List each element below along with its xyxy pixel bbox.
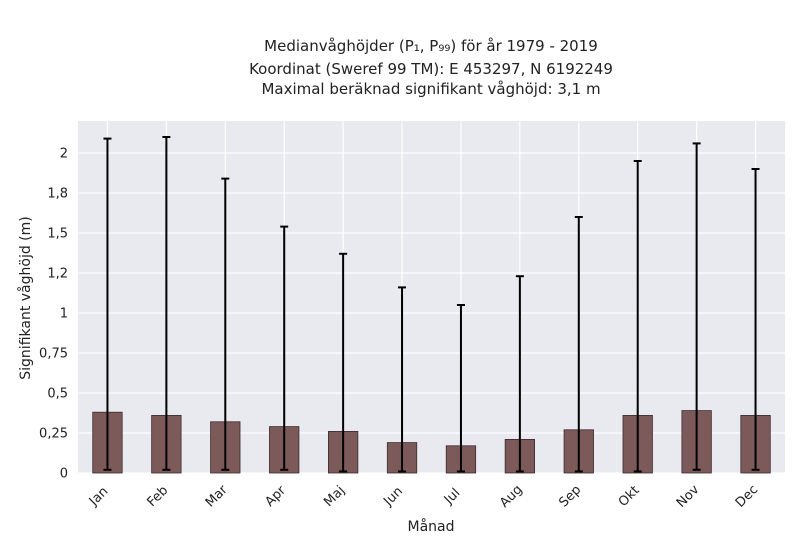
x-tick-label: Feb xyxy=(144,483,171,510)
error-bar-sep xyxy=(574,216,583,473)
y-tick-label: 0,5 xyxy=(47,387,68,402)
x-tick-label: Aug xyxy=(497,482,526,511)
x-tick-label: Jan xyxy=(86,484,111,509)
y-tick-label: 0,25 xyxy=(39,427,68,442)
x-tick-label: Jul xyxy=(441,486,463,508)
error-bar-feb xyxy=(162,136,171,471)
y-axis-ticks: 0 0,25 0,5 0,75 1 1,2 1,5 1,8 2 xyxy=(39,147,68,482)
x-tick-label: Jun xyxy=(380,484,406,510)
x-axis-label: Månad xyxy=(408,518,455,535)
error-bars-group xyxy=(103,136,760,473)
x-tick-label: Dec xyxy=(733,482,761,510)
chart-title-line-2: Koordinat (Sweref 99 TM): E 453297, N 61… xyxy=(249,60,613,78)
chart-title-line-3: Maximal beräknad signifikant våghöjd: 3,… xyxy=(261,80,600,98)
y-tick-label: 1,5 xyxy=(47,227,68,242)
chart-title: Medianvåghöjder (P₁, P₉₉) för år 1979 - … xyxy=(249,37,613,98)
x-axis-ticks: Jan Feb Mar Apr Maj Jun Jul Aug Sep Okt Nov Dec xyxy=(86,482,761,511)
error-bar-jun xyxy=(398,286,407,473)
x-tick-label: Mar xyxy=(203,482,231,510)
y-tick-label: 0 xyxy=(60,467,68,482)
y-tick-label: 1,8 xyxy=(47,187,68,202)
chart-title-line-1: Medianvåghöjder (P₁, P₉₉) för år 1979 - … xyxy=(264,37,598,55)
error-bar-jan xyxy=(103,137,112,471)
error-bar-maj xyxy=(339,252,348,473)
y-axis-label: Signifikant våghöjd (m) xyxy=(17,216,34,379)
error-bar-aug xyxy=(515,275,524,473)
y-tick-label: 1,2 xyxy=(47,267,68,282)
x-tick-label: Nov xyxy=(674,482,703,511)
error-bar-jul xyxy=(456,304,465,473)
error-bar-dec xyxy=(751,168,760,471)
x-tick-label: Sep xyxy=(556,483,584,511)
error-bar-okt xyxy=(633,160,642,473)
y-tick-label: 0,75 xyxy=(39,347,68,362)
y-tick-label: 2 xyxy=(60,147,68,162)
x-tick-label: Okt xyxy=(616,483,643,510)
error-bar-nov xyxy=(692,142,701,471)
error-bar-mar xyxy=(221,177,230,471)
error-bar-apr xyxy=(280,225,289,471)
plot-area xyxy=(78,121,785,473)
x-tick-label: Apr xyxy=(262,483,289,510)
x-tick-label: Maj xyxy=(321,483,348,510)
y-tick-label: 1 xyxy=(60,307,68,322)
